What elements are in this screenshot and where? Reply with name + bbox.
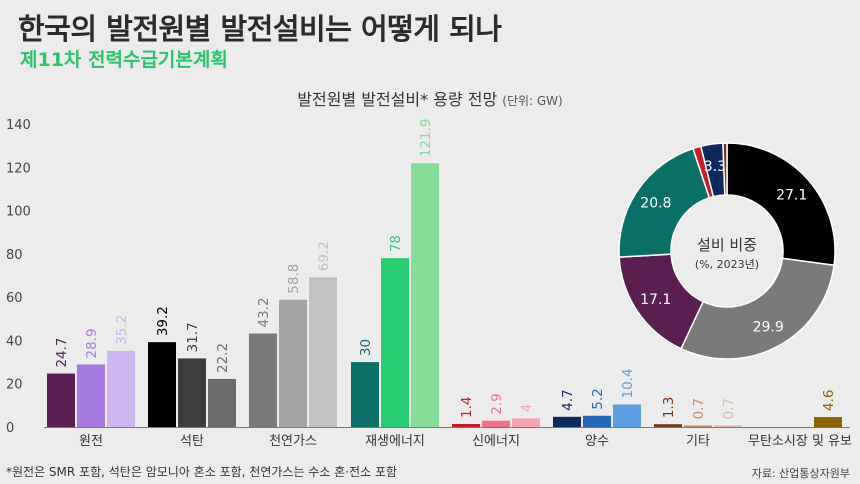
bar <box>512 418 540 427</box>
pie-center-sublabel: (%, 2023년) <box>695 258 759 271</box>
bar-value-label: 1.4 <box>459 396 475 417</box>
bar <box>452 423 480 427</box>
x-category-label: 신에너지 <box>472 434 520 449</box>
pie-slice-label: 27.1 <box>776 187 807 203</box>
bar-value-label: 69.2 <box>316 241 332 271</box>
bar-value-label: 121.9 <box>418 119 434 158</box>
bar <box>684 425 712 427</box>
bar-value-label: 4 <box>519 404 535 413</box>
bar-value-label: 1.3 <box>661 397 677 418</box>
source-note: 자료: 산업통상자원부 <box>751 467 850 480</box>
page-title: 한국의 발전원별 발전설비는 어떻게 되나 <box>18 12 502 46</box>
bar <box>411 163 439 427</box>
bar <box>107 350 135 427</box>
pie-slice-label: 3.3 <box>704 159 726 175</box>
chart-title-text: 발전원별 발전설비* 용량 전망 <box>297 90 498 109</box>
y-tick-label: 40 <box>6 334 23 349</box>
x-category-label: 천연가스 <box>269 434 317 449</box>
bar <box>47 373 75 427</box>
y-tick-label: 100 <box>6 205 31 220</box>
bar <box>208 378 236 427</box>
bar <box>613 404 641 427</box>
bar <box>381 258 409 427</box>
bar <box>714 425 742 427</box>
pie-slice-label: 17.1 <box>640 292 671 308</box>
x-category-label: 원전 <box>79 434 103 449</box>
x-category-label: 기타 <box>686 434 710 449</box>
bar <box>482 420 510 427</box>
chart-title: 발전원별 발전설비* 용량 전망 (단위: GW) <box>0 86 860 110</box>
pie-slice <box>680 257 835 360</box>
bar-value-label: 24.7 <box>54 337 70 367</box>
y-tick-label: 120 <box>6 161 31 176</box>
bar-value-label: 58.8 <box>286 264 302 294</box>
bar-value-label: 4.6 <box>821 390 837 411</box>
y-tick-label: 60 <box>6 291 23 306</box>
pie-center-label: 설비 비중 <box>697 236 757 254</box>
bar <box>553 416 581 427</box>
bar <box>77 364 105 427</box>
bar <box>814 417 842 427</box>
y-tick-label: 0 <box>6 421 14 436</box>
bar-value-label: 22.2 <box>215 343 231 373</box>
bar <box>583 415 611 427</box>
bar <box>309 277 337 427</box>
x-category-label: 석탄 <box>180 434 204 449</box>
bar-value-label: 4.7 <box>560 389 576 410</box>
x-category-label: 양수 <box>585 434 609 449</box>
y-tick-label: 20 <box>6 378 23 393</box>
bar-value-label: 35.2 <box>114 315 130 345</box>
pie-slice <box>726 142 836 267</box>
chart-unit-note: (단위: GW) <box>502 94 563 108</box>
pie-slice-label: 20.8 <box>640 196 671 212</box>
bar <box>279 299 307 427</box>
bar <box>654 424 682 427</box>
bar-value-label: 28.9 <box>84 328 100 358</box>
bar <box>148 342 176 427</box>
bar-value-label: 43.2 <box>256 297 272 327</box>
y-tick-label: 140 <box>6 118 31 133</box>
bar <box>249 333 277 427</box>
bar-value-label: 30 <box>358 339 374 356</box>
x-category-label: 무탄소시장 및 유보 <box>748 434 852 449</box>
bar-value-label: 31.7 <box>185 322 201 352</box>
bar <box>178 358 206 427</box>
pie-slice-label: 29.9 <box>753 319 784 335</box>
pie-slice <box>722 142 728 196</box>
bar-value-label: 5.2 <box>590 388 606 409</box>
y-tick-label: 80 <box>6 248 23 263</box>
bar <box>351 362 379 427</box>
bar-value-label: 0.7 <box>691 398 707 419</box>
x-category-label: 재생에너지 <box>365 434 425 449</box>
pie-slice <box>618 147 711 258</box>
page-subtitle: 제11차 전력수급기본계획 <box>20 49 228 71</box>
footnote: *원전은 SMR 포함, 석탄은 암모니아 혼소 포함, 천연가스는 수소 혼·… <box>6 465 398 479</box>
bar-value-label: 2.9 <box>489 393 505 414</box>
bar-value-label: 39.2 <box>155 306 171 336</box>
bar-value-label: 0.7 <box>721 398 737 419</box>
bar-value-label: 10.4 <box>620 368 636 398</box>
bar-value-label: 78 <box>388 235 404 252</box>
